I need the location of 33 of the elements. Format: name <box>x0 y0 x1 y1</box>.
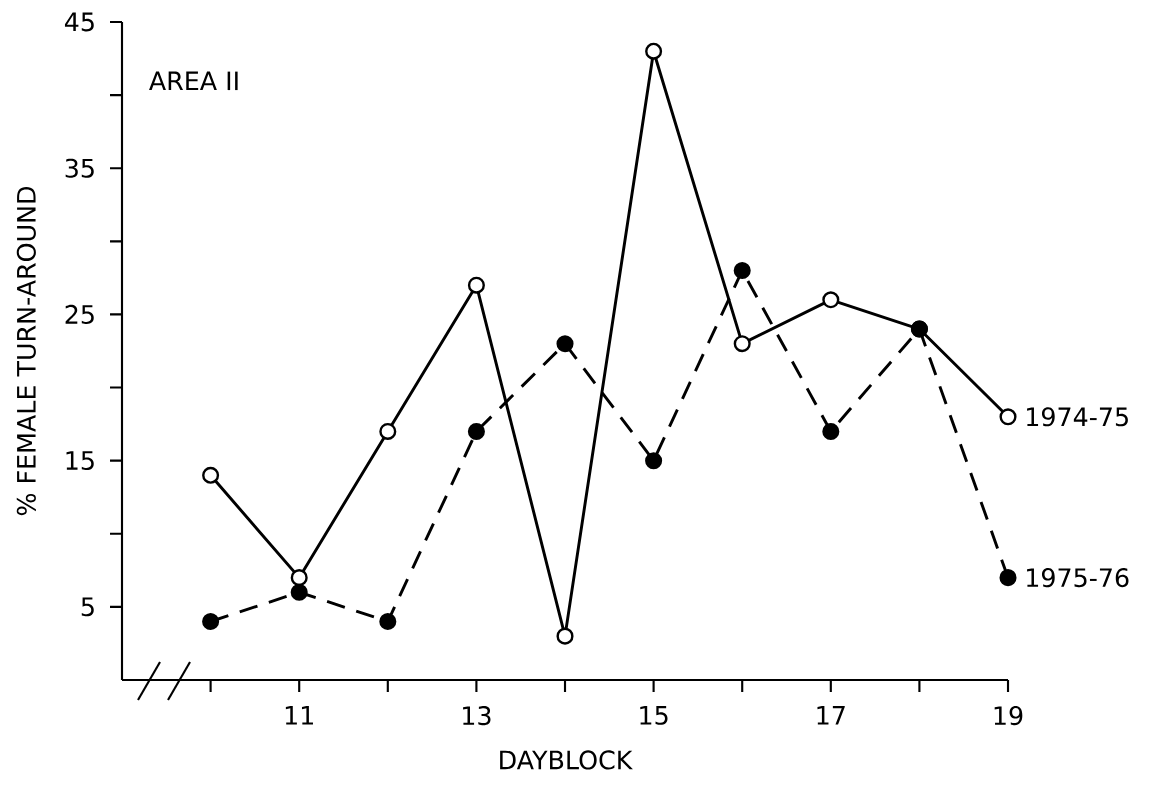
y-tick-label: 45 <box>64 12 94 32</box>
point <box>822 422 840 440</box>
point <box>290 569 308 587</box>
annotation: AREA II <box>149 71 238 91</box>
series-label: 1975-76 <box>1027 568 1129 588</box>
point <box>290 583 308 601</box>
point <box>556 627 574 645</box>
x-axis-title: DAYBLOCK <box>500 750 633 770</box>
y-tick-label: 15 <box>66 451 94 471</box>
point <box>733 262 751 280</box>
point <box>645 42 663 60</box>
y-tick-label: 35 <box>65 158 94 178</box>
point <box>202 612 220 631</box>
x-tick-label: 19 <box>994 706 1023 726</box>
point <box>379 422 397 440</box>
point <box>999 569 1017 587</box>
series-label: 1974-75 <box>1027 407 1128 427</box>
y-tick-label: 25 <box>65 304 94 325</box>
point <box>379 612 397 631</box>
y-tick-label: 5 <box>81 597 94 617</box>
x-tick-label: 13 <box>463 706 491 726</box>
point <box>645 452 663 470</box>
point <box>467 276 485 294</box>
point <box>202 466 220 484</box>
point <box>556 335 574 353</box>
x-tick-label: 11 <box>285 706 313 725</box>
x-tick-label: 15 <box>640 706 668 725</box>
y-axis-title: % FEMALE TURN-AROUND <box>16 186 36 516</box>
point <box>999 408 1017 426</box>
point <box>822 291 840 309</box>
point <box>733 335 751 353</box>
x-tick-label: 17 <box>817 706 845 725</box>
point <box>467 422 485 440</box>
